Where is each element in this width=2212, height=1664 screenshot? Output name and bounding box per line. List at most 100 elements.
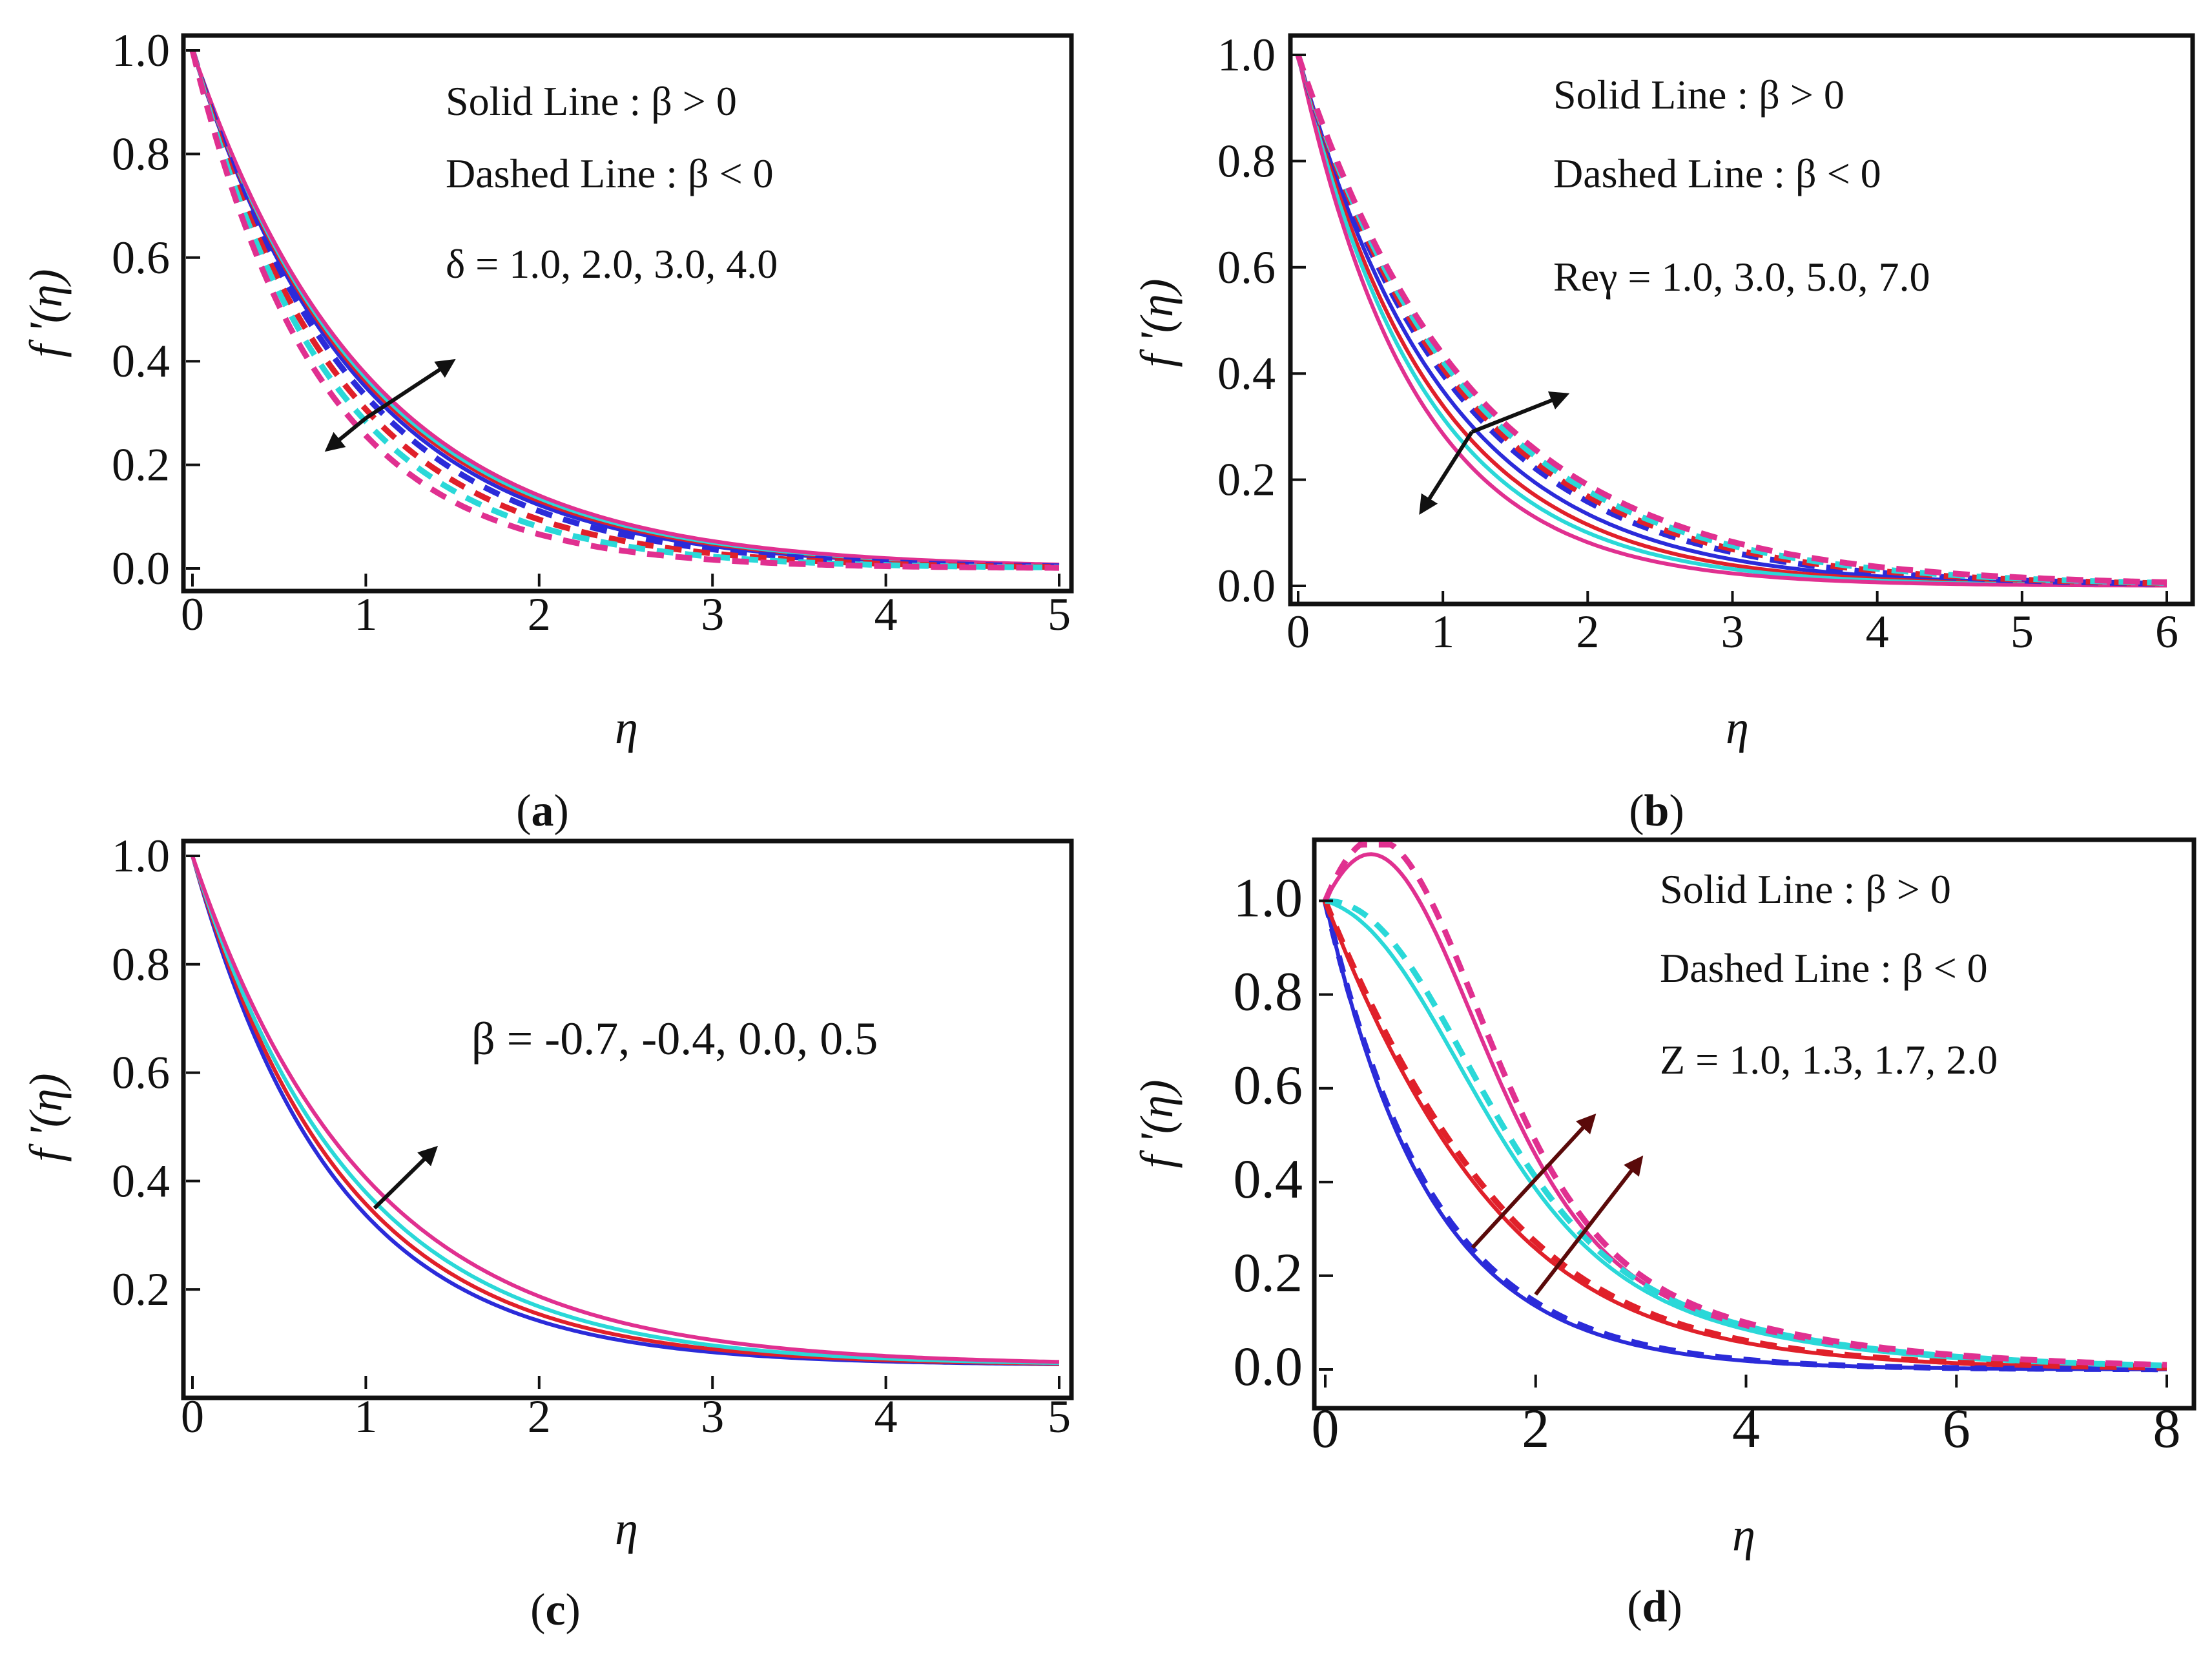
- panel-c-ytick-label-0: 0.2: [112, 1264, 170, 1315]
- panel-d-annotation-param: Z = 1.0, 1.3, 1.7, 2.0: [1660, 1037, 1998, 1083]
- panel-d-xtick-label-4: 8: [2153, 1397, 2181, 1459]
- panel-b-ytick-label-2: 0.4: [1217, 348, 1276, 399]
- panel-b-arrows: [1419, 391, 1570, 515]
- panel-a-ytick-label-5: 1.0: [112, 25, 170, 76]
- panel-a-ytick-label-3: 0.6: [112, 232, 170, 284]
- panel-a-series-1: [191, 50, 1060, 568]
- panel-c-annotation-param: β = -0.7, -0.4, 0.0, 0.5: [471, 1013, 878, 1065]
- panel-a-frame: [181, 33, 1074, 594]
- panel-d-ylabel: f '(η): [1131, 1079, 1183, 1168]
- panel-b-series-5: [1295, 54, 2167, 587]
- panel-a-series-7: [189, 49, 1059, 571]
- panel-a-series-3: [191, 50, 1060, 567]
- panel-c-ytick-label-2: 0.6: [112, 1047, 170, 1099]
- panel-c-ylabel: f '(η): [20, 1073, 72, 1161]
- panel-b-xtick-label-2: 2: [1576, 606, 1599, 658]
- panel-a-series-5: [189, 49, 1060, 570]
- panel-c-frame: [181, 838, 1074, 1400]
- panel-d-series-5: [1322, 899, 2167, 1371]
- panel-d-series-3: [1323, 852, 2167, 1368]
- panel-d-ticks: 0 2 4 6 8 0.0 0.2 0.4 0.6 0.8 1.0: [1234, 867, 2181, 1459]
- panel-d-ytick-label-4: 0.8: [1234, 961, 1303, 1023]
- panel-b-annotation-solid: Solid Line : β > 0: [1553, 72, 1845, 118]
- panel-c-ticks: 0 1 2 3 4 5 0.2 0.4 0.6 0.8 1.0: [112, 830, 1071, 1442]
- panel-a-annotation-solid: Solid Line : β > 0: [446, 78, 737, 124]
- panel-a-xtick-label-2: 2: [528, 588, 551, 640]
- panel-a-series-6: [189, 49, 1059, 570]
- panel-c: 0 1 2 3 4 5 0.2 0.4 0.6 0.8 1.0 β = -0.7, -0.4, 0.…: [20, 830, 1074, 1635]
- panel-c-ytick-label-3: 0.8: [112, 939, 170, 990]
- panel-c-xlabel: η: [615, 1503, 638, 1554]
- panel-a-caption-letter: a: [532, 786, 554, 836]
- panel-b-xtick-label-5: 5: [2010, 606, 2034, 658]
- panel-a: 0 1 2 3 4 5 0.0 0.2 0.4 0.6 0.8 1.0 Solid Line : β …: [20, 25, 1074, 836]
- panel-d-arrow-0: [1471, 1113, 1597, 1249]
- panel-d-caption-letter: d: [1642, 1582, 1668, 1632]
- panel-c-arrow-0: [373, 1145, 439, 1210]
- panel-b-caption-letter: b: [1644, 786, 1669, 836]
- panel-a-xtick-label-0: 0: [181, 588, 204, 640]
- panel-d-ytick-label-5: 1.0: [1234, 867, 1303, 929]
- panel-b-frame: [1288, 33, 2195, 607]
- panel-b-ylabel: f '(η): [1131, 278, 1183, 367]
- panel-d-xtick-label-3: 6: [1943, 1397, 1970, 1459]
- panel-c-series-0: [191, 855, 1059, 1366]
- panel-c-series-3: [191, 855, 1060, 1364]
- panel-d-xlabel: η: [1732, 1509, 1755, 1561]
- panel-b-xtick-label-3: 3: [1721, 606, 1744, 658]
- panel-a-ylabel: f '(η): [20, 269, 72, 357]
- panel-d-ytick-label-0: 0.0: [1234, 1335, 1303, 1397]
- panel-d-ytick-label-2: 0.4: [1234, 1148, 1303, 1210]
- panel-c-caption: (c): [530, 1585, 581, 1635]
- panel-d-series-4: [1322, 900, 2167, 1373]
- panel-d-caption: (d): [1627, 1582, 1682, 1632]
- panel-b-series-7: [1295, 54, 2167, 585]
- panel-b: 0 1 2 3 4 5 6 0.0 0.2 0.4 0.6 0.8 1.0 Solid Line : β…: [1131, 29, 2195, 836]
- panel-b-series-0: [1296, 54, 2167, 587]
- panel-d-xtick-label-1: 2: [1522, 1397, 1549, 1459]
- panel-a-ytick-label-4: 0.8: [112, 128, 170, 180]
- panel-a-series-4: [189, 49, 1060, 570]
- panel-b-series-6: [1295, 54, 2167, 586]
- panel-a-ytick-label-0: 0.0: [112, 543, 170, 594]
- panel-a-xtick-label-1: 1: [354, 588, 377, 640]
- panel-d-xtick-label-2: 4: [1732, 1397, 1760, 1459]
- panel-a-ytick-label-1: 0.2: [112, 439, 170, 491]
- panel-c-xtick-label-1: 1: [354, 1391, 377, 1442]
- panel-d-ytick-label-3: 0.6: [1234, 1054, 1303, 1116]
- panel-b-xtick-label-1: 1: [1431, 606, 1454, 658]
- panel-a-ticks: 0 1 2 3 4 5 0.0 0.2 0.4 0.6 0.8 1.0: [112, 25, 1071, 640]
- panel-d-frame: [1312, 837, 2196, 1411]
- panel-c-ytick-label-4: 1.0: [112, 830, 170, 882]
- panel-d-series: [1322, 842, 2167, 1373]
- panel-b-series-2: [1296, 54, 2167, 588]
- panel-b-xtick-label-6: 6: [2155, 606, 2178, 658]
- panel-c-xtick-label-5: 5: [1048, 1391, 1071, 1442]
- panel-c-xtick-label-2: 2: [528, 1391, 551, 1442]
- panel-c-arrows: [373, 1145, 439, 1210]
- panel-d-series-7: [1322, 842, 2167, 1368]
- panel-b-annotation-param: Reγ = 1.0, 3.0, 5.0, 7.0: [1553, 254, 1930, 300]
- panel-a-ytick-label-2: 0.4: [112, 335, 170, 387]
- panel-d-annotation-dashed: Dashed Line : β < 0: [1660, 945, 1988, 991]
- panel-b-annotation-dashed: Dashed Line : β < 0: [1553, 151, 1881, 196]
- panel-b-arrow-0: [1471, 391, 1570, 434]
- panel-b-ytick-label-5: 1.0: [1217, 29, 1276, 81]
- panel-a-arrow-0: [364, 359, 456, 420]
- panel-b-ytick-label-0: 0.0: [1217, 560, 1276, 612]
- panel-d-arrow-1: [1534, 1155, 1644, 1296]
- panel-b-series-4: [1295, 54, 2167, 587]
- panel-d-xtick-label-0: 0: [1312, 1397, 1339, 1459]
- panel-c-xtick-label-0: 0: [181, 1391, 204, 1442]
- panel-a-series-2: [191, 50, 1060, 567]
- panel-c-series-1: [191, 855, 1060, 1366]
- panel-b-series: [1295, 54, 2167, 588]
- panel-b-ticks: 0 1 2 3 4 5 6 0.0 0.2 0.4 0.6 0.8 1.0: [1217, 29, 2178, 658]
- panel-d: 0 2 4 6 8 0.0 0.2 0.4 0.6 0.8 1.0 Solid Line : β >…: [1131, 837, 2196, 1632]
- panel-a-series: [189, 49, 1060, 571]
- panel-c-ytick-label-1: 0.4: [112, 1155, 170, 1207]
- panel-a-xtick-label-4: 4: [874, 588, 898, 640]
- panel-b-arrow-1: [1419, 431, 1474, 515]
- panel-b-caption: (b): [1629, 786, 1684, 836]
